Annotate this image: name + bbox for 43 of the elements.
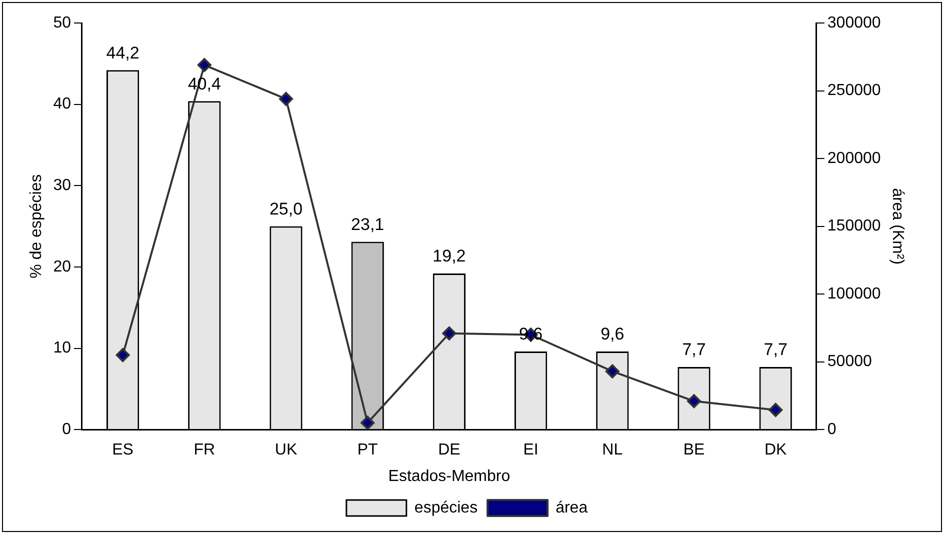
point <box>197 58 212 72</box>
data-label: 44,2 <box>106 43 140 62</box>
y2-tick-label: 250000 <box>827 82 881 100</box>
data-label: 9,6 <box>600 324 624 344</box>
point <box>605 364 620 378</box>
legend-label: área <box>556 499 588 516</box>
y-tick-label: 20 <box>53 258 72 276</box>
y-tick-label: 30 <box>53 177 72 194</box>
y-tick-label: 40 <box>53 96 72 113</box>
x-tick-label: NL <box>602 442 623 459</box>
data-label: 9,6 <box>518 324 543 344</box>
x-tick-label: FR <box>194 442 216 459</box>
x-tick-label: ES <box>112 442 134 459</box>
y-tick-label: 0 <box>62 421 72 438</box>
point <box>687 394 702 408</box>
x-tick-label: UK <box>274 442 298 459</box>
y2-axis-title: área (Km²) <box>888 188 906 265</box>
y2-tick-label: 200000 <box>827 150 881 167</box>
x-tick-label: DK <box>764 442 788 459</box>
x-tick-label: DE <box>438 442 460 459</box>
y2-tick-label: 50000 <box>827 353 872 370</box>
y-axis-title: % de espécies <box>28 174 46 278</box>
x-tick-label: PT <box>357 442 378 459</box>
point <box>360 416 375 430</box>
y2-tick-label: 300000 <box>827 14 881 32</box>
y-tick-label: 50 <box>53 14 72 32</box>
y2-tick-label: 100000 <box>827 285 881 302</box>
data-label: 25,0 <box>269 199 303 218</box>
data-label: 7,7 <box>764 340 788 360</box>
data-label: 19,2 <box>432 246 466 266</box>
data-label: 23,1 <box>351 214 384 234</box>
point <box>279 92 293 106</box>
x-tick-label: BE <box>683 442 705 459</box>
y-tick-label: 10 <box>53 340 72 357</box>
point <box>768 402 783 417</box>
x-axis-title: Estados-Membro <box>388 468 510 485</box>
point <box>442 326 456 340</box>
legend-label: espécies <box>414 499 478 516</box>
data-label: 7,7 <box>682 340 706 360</box>
y2-tick-label: 150000 <box>827 218 881 235</box>
point <box>116 348 130 362</box>
x-tick-label: EI <box>523 442 538 459</box>
y2-tick-label: 0 <box>827 421 836 438</box>
